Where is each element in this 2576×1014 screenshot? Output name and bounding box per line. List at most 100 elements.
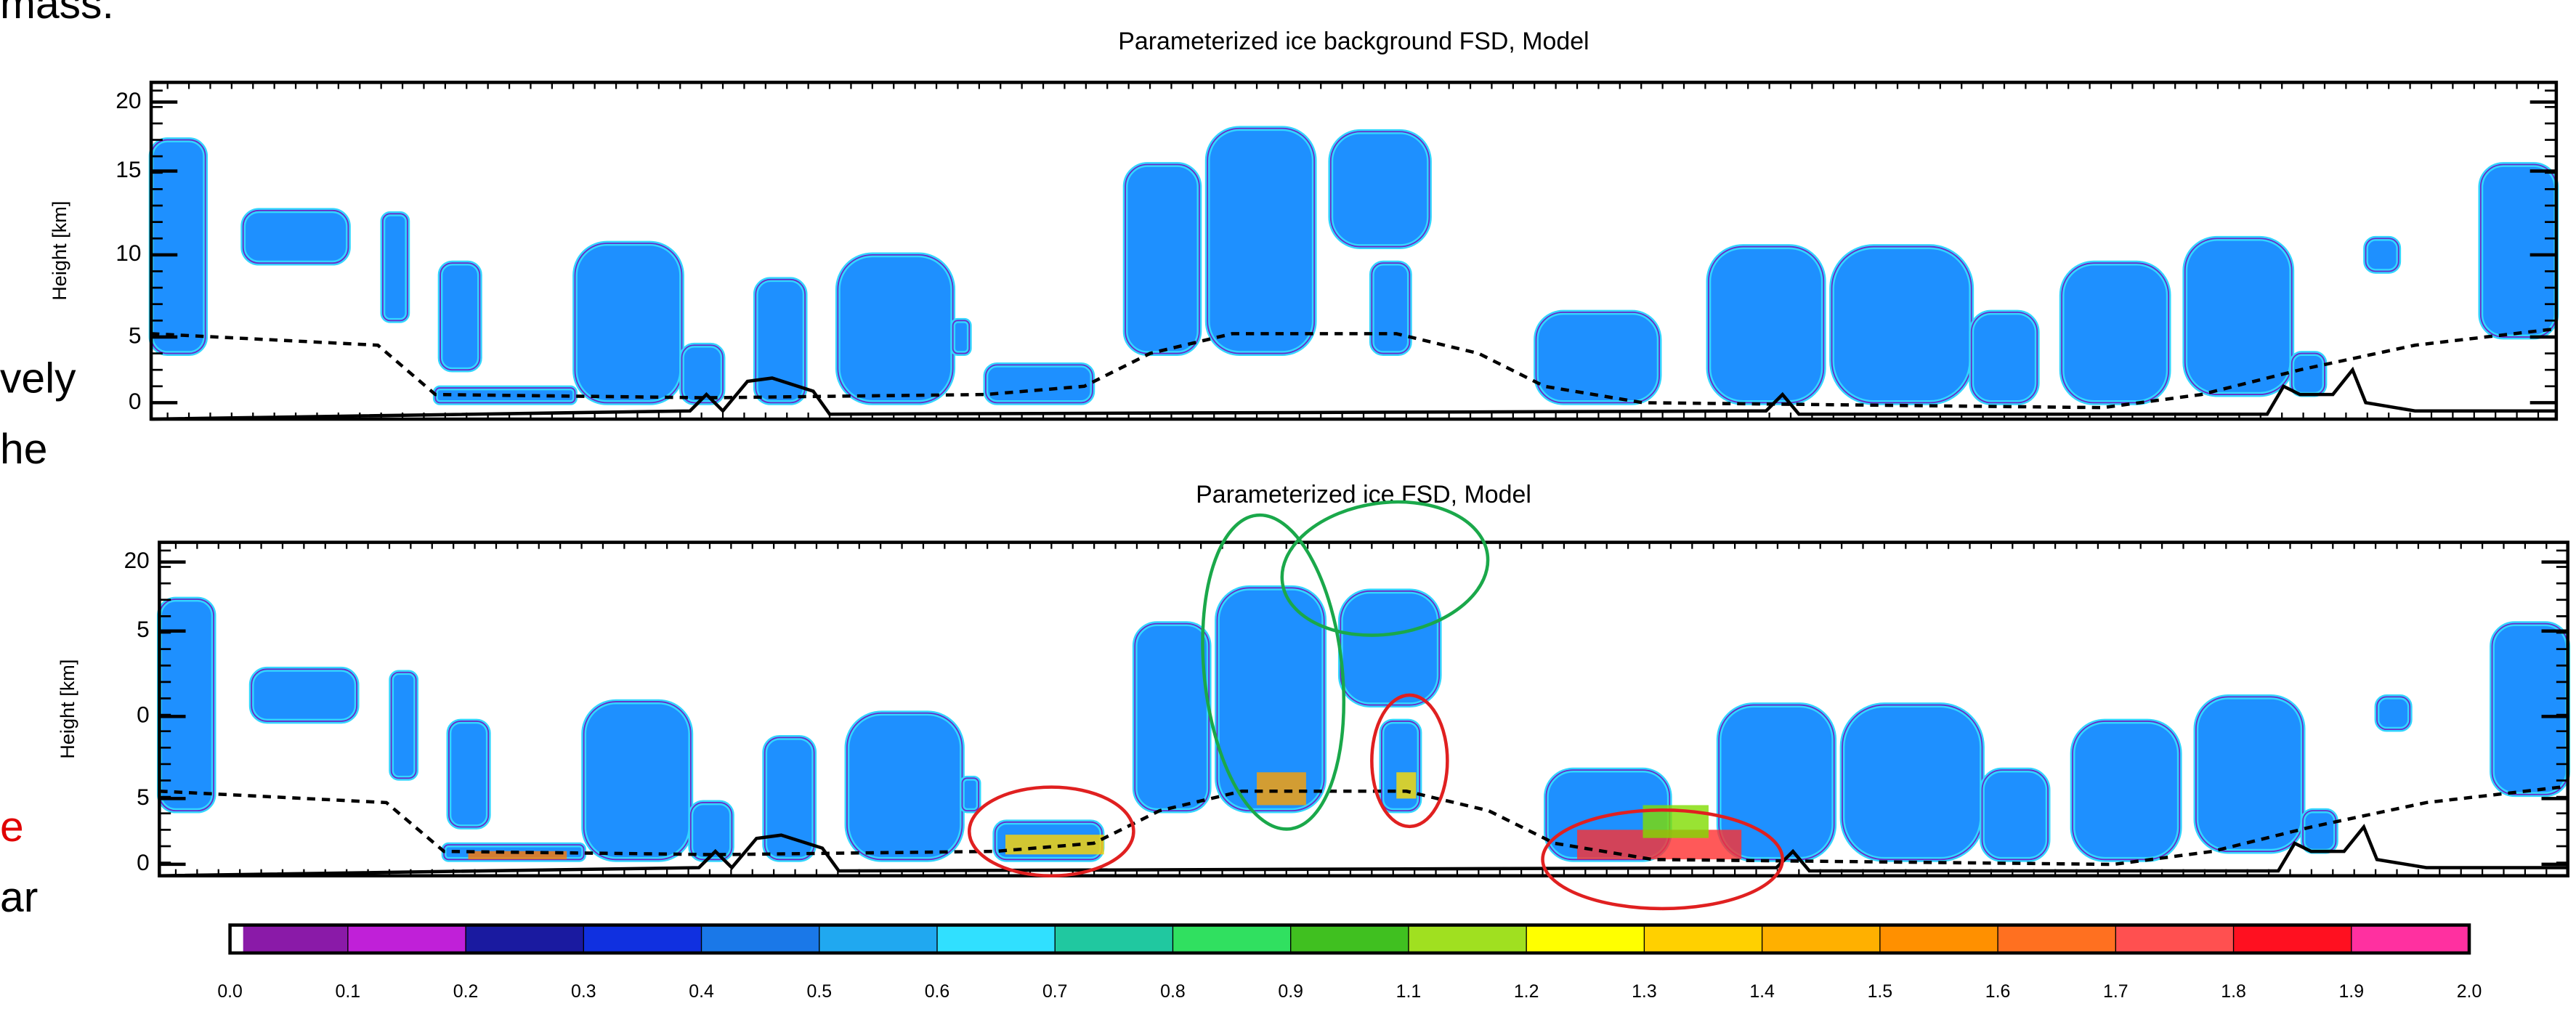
cloud [1969, 309, 2040, 405]
colorbar-segment [936, 925, 1056, 953]
high-value-patch [1396, 772, 1417, 799]
colorbar-label: 0.2 [453, 981, 479, 1002]
cloud [983, 362, 1095, 405]
cloud [753, 277, 808, 405]
panel-title: Parameterized ice FSD, Model [1196, 481, 1531, 508]
colorbar-label: 0.0 [217, 981, 243, 1002]
slide-text: e [0, 803, 24, 851]
colorbar-segment [1055, 925, 1173, 953]
high-value-patch [468, 851, 567, 860]
colorbar-segment [1879, 925, 1998, 953]
colorbar-label: 1.1 [1396, 981, 1422, 1002]
cloud [1839, 702, 1985, 862]
cloud-edge [440, 262, 481, 371]
y-tick-label: 10 [116, 240, 141, 266]
cloud-edge [952, 320, 971, 354]
slide-text: he [0, 426, 47, 473]
colorbar-label: 1.9 [2338, 981, 2364, 1002]
colorbar-label: 0.7 [1042, 981, 1068, 1002]
panel-title: Parameterized ice background FSD, Model [1118, 28, 1589, 55]
cloud-edge [681, 344, 724, 404]
cloud [688, 800, 734, 862]
cloud-edge [382, 213, 408, 322]
colorbar-label: 0.1 [336, 981, 361, 1002]
cloud [446, 718, 491, 830]
y-tick-label: 0 [129, 388, 142, 414]
colorbar-segment [1526, 925, 1645, 953]
cloud-edge [583, 701, 692, 861]
y-tick-label: 5 [137, 784, 150, 810]
cloud-edge [448, 721, 490, 828]
cloud [1369, 260, 1412, 356]
cloud-edge [2184, 238, 2293, 395]
freezing-level [159, 784, 2568, 867]
colorbar-segment [1762, 925, 1880, 953]
colorbar-segment [243, 925, 348, 953]
cloud-edge [1970, 312, 2038, 404]
cloud [2363, 235, 2402, 274]
cloud [2182, 235, 2295, 397]
cloud-edge [1371, 262, 1411, 354]
axes-frame [149, 81, 2559, 421]
y-axis-label: Height [km] [56, 660, 78, 759]
colorbar-label: 0.8 [1160, 981, 1186, 1002]
y-tick-label: 20 [124, 547, 150, 573]
axes-frame [158, 540, 2569, 877]
cloud [2374, 694, 2413, 732]
cloud [240, 208, 351, 266]
colorbar-label: 2.0 [2457, 981, 2482, 1002]
colorbar-segment [1172, 925, 1291, 953]
cloud-edge [984, 364, 1093, 404]
cloud [2289, 351, 2328, 397]
colorbar-label: 1.6 [1985, 981, 2011, 1002]
colorbar-segment [819, 925, 937, 953]
cloud-edge [2376, 696, 2411, 731]
terrain [159, 824, 2568, 877]
cloud-edge [251, 668, 358, 722]
colorbar-segment [1408, 925, 1527, 953]
colorbar-label: 1.2 [1514, 981, 1539, 1002]
y-tick-label: 15 [116, 156, 141, 182]
cloud [380, 211, 410, 323]
colorbar-segment [2233, 925, 2352, 953]
slide-text: mass. [0, 0, 114, 28]
highlight-ellipse [968, 785, 1135, 877]
cloud [1706, 244, 1826, 405]
y-tick-label: 20 [116, 87, 141, 113]
colorbar-label: 1.8 [2221, 981, 2246, 1002]
cloud-edge [574, 243, 683, 404]
y-tick-label: 5 [137, 616, 150, 642]
cloud-edge [242, 209, 349, 264]
cloud [572, 240, 684, 405]
cloud-edge [1981, 769, 2049, 861]
cloud-edge [1535, 312, 1660, 404]
cloud [1328, 129, 1432, 249]
cloud [2193, 694, 2306, 854]
cloud [835, 252, 956, 405]
cloud [2070, 718, 2182, 862]
highlight-ellipse [1541, 808, 1784, 911]
cloud [2478, 162, 2559, 340]
cloud [950, 317, 972, 356]
highlight-ellipse [1370, 693, 1449, 829]
colorbar-segment [2115, 925, 2234, 953]
colorbar-label: 1.7 [2103, 981, 2129, 1002]
y-axis-label: Height [km] [48, 201, 70, 301]
freezing-level [150, 327, 2557, 410]
colorbar-segment [1644, 925, 1762, 953]
cloud [1829, 244, 1974, 405]
colorbar-segment [466, 925, 584, 953]
cloud-edge [689, 802, 733, 861]
cloud-edge [1708, 246, 1825, 404]
cloud [248, 666, 360, 724]
cloud-edge [755, 278, 806, 404]
cloud-edge [1329, 131, 1430, 248]
cloud [844, 710, 965, 862]
colorbar-label: 0.9 [1278, 981, 1303, 1002]
cloud [389, 670, 419, 781]
cloud [762, 734, 817, 862]
slide-text: vely [0, 355, 76, 402]
cloud [1122, 162, 1202, 356]
colorbar-label: 1.3 [1632, 981, 1657, 1002]
